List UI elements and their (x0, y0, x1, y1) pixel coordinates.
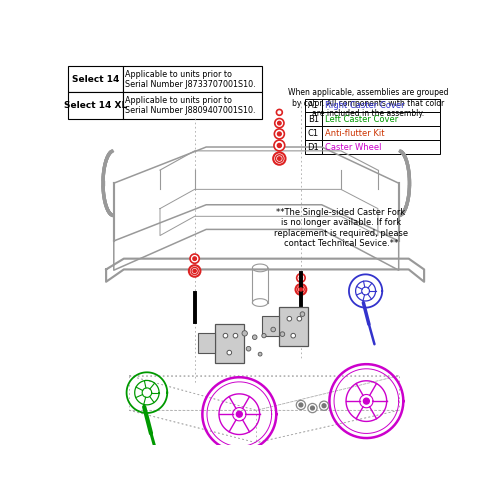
Circle shape (278, 111, 280, 114)
Circle shape (287, 316, 292, 321)
Circle shape (233, 334, 238, 338)
Circle shape (278, 157, 281, 160)
Text: Applicable to units prior to
Serial Number J8733707001S10.: Applicable to units prior to Serial Numb… (126, 70, 256, 89)
Text: D1: D1 (308, 142, 319, 152)
Text: Anti-flutter Kit: Anti-flutter Kit (325, 128, 384, 138)
Bar (278, 307, 308, 346)
Bar (322, 126, 440, 140)
Bar (68, 66, 123, 92)
Circle shape (252, 335, 257, 340)
Bar (305, 112, 322, 126)
Text: Applicable to units prior to
Serial Number J8809407001S10.: Applicable to units prior to Serial Numb… (126, 96, 256, 115)
Bar (322, 98, 440, 112)
Circle shape (291, 334, 296, 338)
Circle shape (274, 140, 284, 151)
Circle shape (223, 334, 228, 338)
Text: Right Caster Cover: Right Caster Cover (325, 101, 404, 110)
Circle shape (193, 270, 196, 272)
Circle shape (258, 352, 262, 356)
Circle shape (300, 276, 302, 280)
Circle shape (300, 312, 305, 316)
Circle shape (322, 404, 326, 407)
Circle shape (320, 401, 328, 410)
Text: When applicable, assemblies are grouped
by color. All components with that color: When applicable, assemblies are grouped … (288, 88, 448, 118)
Circle shape (236, 411, 242, 417)
Circle shape (274, 118, 284, 128)
Circle shape (246, 346, 251, 351)
Circle shape (308, 404, 317, 412)
Circle shape (280, 332, 284, 336)
Circle shape (276, 154, 283, 162)
Circle shape (298, 286, 304, 293)
Bar (305, 126, 322, 140)
Circle shape (271, 327, 276, 332)
Bar (322, 112, 440, 126)
Text: Caster Wheel: Caster Wheel (325, 142, 382, 152)
Circle shape (193, 257, 196, 260)
Bar (198, 334, 214, 352)
Text: A1: A1 (308, 101, 318, 110)
Circle shape (300, 288, 302, 291)
Circle shape (189, 265, 200, 277)
Circle shape (190, 254, 200, 264)
Circle shape (278, 122, 281, 125)
Bar (123, 92, 262, 118)
Bar (305, 140, 322, 154)
Circle shape (274, 129, 284, 139)
Circle shape (276, 110, 282, 116)
Text: C1: C1 (308, 128, 319, 138)
Text: B1: B1 (308, 115, 319, 124)
Text: **The Single-sided Caster Fork
is no longer available. If fork
replacement is re: **The Single-sided Caster Fork is no lon… (274, 208, 408, 248)
Circle shape (278, 132, 281, 136)
Bar (262, 316, 278, 336)
Text: Select 14: Select 14 (72, 74, 119, 84)
Circle shape (364, 398, 370, 404)
Circle shape (296, 400, 306, 409)
Circle shape (227, 350, 232, 355)
Bar (322, 140, 440, 154)
Circle shape (278, 144, 281, 148)
Bar (123, 66, 262, 92)
Circle shape (296, 274, 305, 282)
Bar (68, 92, 123, 118)
Circle shape (310, 406, 314, 410)
Circle shape (242, 330, 248, 336)
Circle shape (299, 403, 303, 407)
Bar (214, 324, 244, 362)
Circle shape (191, 268, 198, 274)
Text: Left Caster Cover: Left Caster Cover (325, 115, 398, 124)
Circle shape (262, 334, 266, 338)
Circle shape (273, 152, 285, 164)
Text: Select 14 XL: Select 14 XL (64, 101, 127, 110)
Circle shape (297, 316, 302, 321)
Circle shape (296, 284, 306, 295)
Bar (305, 98, 322, 112)
